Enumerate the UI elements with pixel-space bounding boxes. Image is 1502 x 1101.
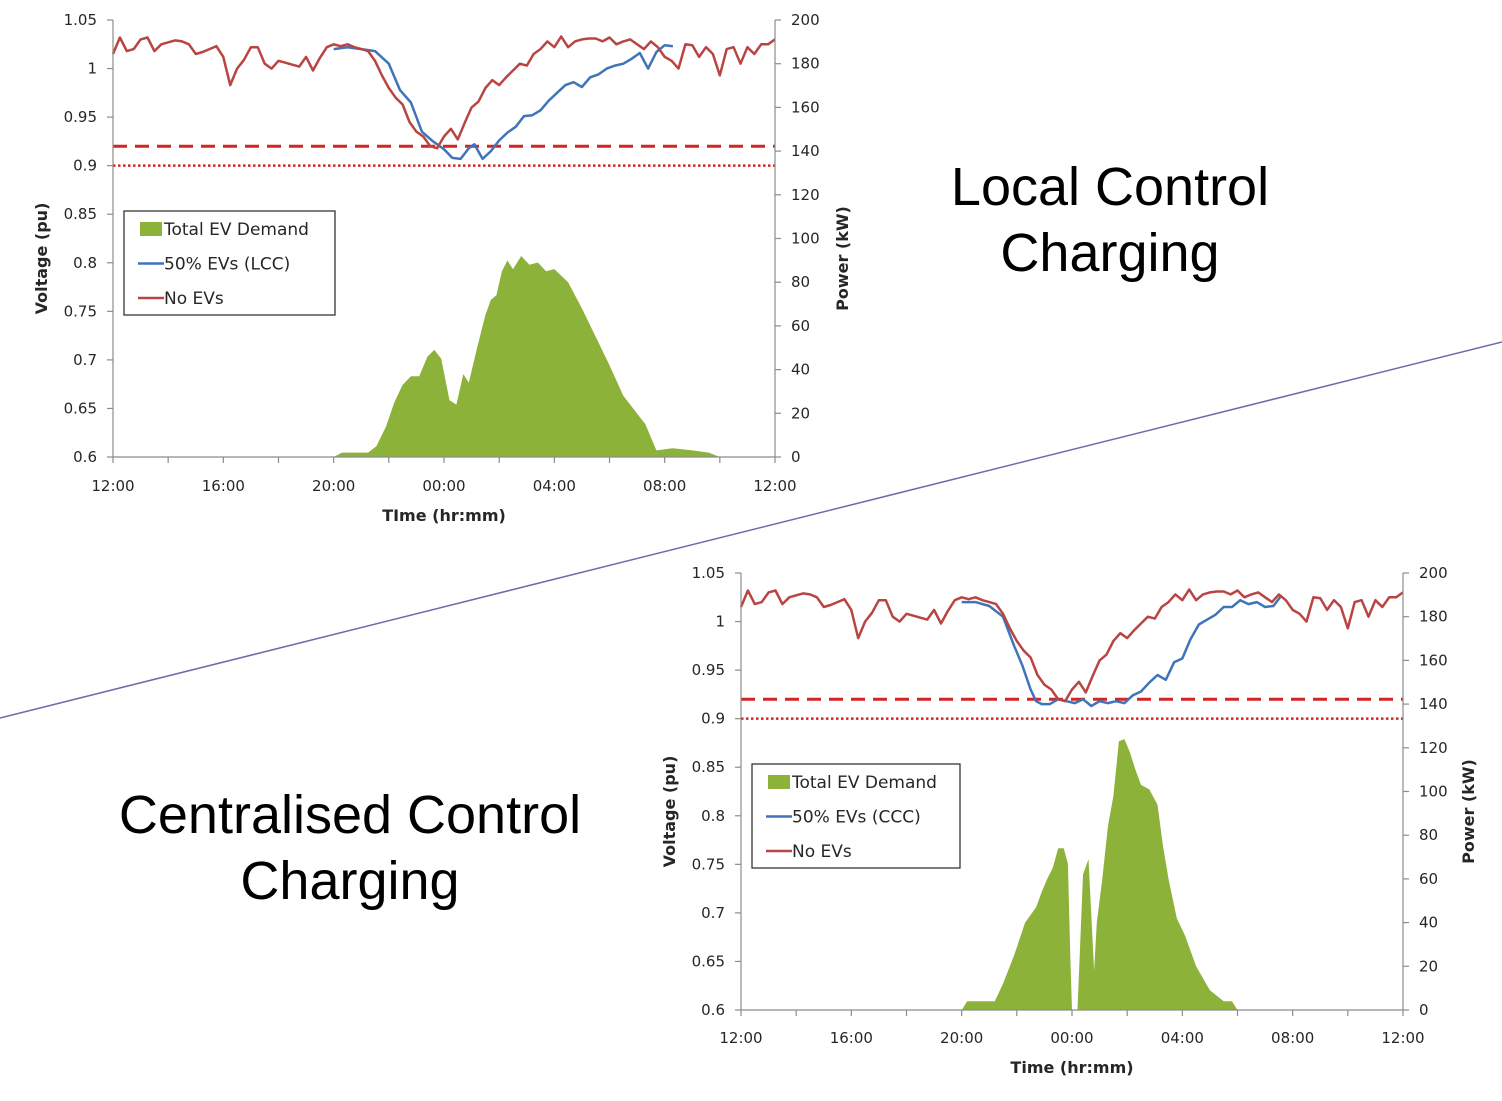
y-tick-label: 1 bbox=[87, 60, 97, 78]
local-control-label-line1: Local Control bbox=[950, 157, 1270, 217]
y2-tick-label: 80 bbox=[1419, 826, 1438, 844]
x-axis-title: TIme (hr:mm) bbox=[382, 506, 506, 525]
y2-tick-label: 20 bbox=[791, 404, 810, 422]
y-tick-label: 0.9 bbox=[73, 157, 97, 175]
y-tick-label: 0.7 bbox=[701, 904, 725, 922]
y-tick-label: 0.6 bbox=[701, 1001, 725, 1019]
y2-tick-label: 160 bbox=[791, 98, 820, 116]
y-tick-label: 0.6 bbox=[73, 448, 97, 466]
chart-centralised-control: 0.6 0.65 0.7 0.75 0.8 0.85 0.9 0.95 1 1.05 0 20 40 60… bbox=[660, 564, 1478, 1077]
x-tick-label: 12:00 bbox=[1381, 1029, 1424, 1047]
x-tick-label: 12:00 bbox=[91, 477, 134, 495]
legend-swatch-demand bbox=[140, 222, 162, 236]
y-tick-label: 0.75 bbox=[64, 302, 97, 320]
centralised-control-label: Centralised Control Charging bbox=[60, 782, 640, 914]
legend-label: No EVs bbox=[792, 842, 852, 862]
y2-tick-label: 140 bbox=[791, 142, 820, 160]
y2-tick-label: 100 bbox=[791, 230, 820, 248]
ev-voltage-line bbox=[961, 594, 1283, 708]
x-tick-label: 16:00 bbox=[202, 477, 245, 495]
y2-tick-label: 100 bbox=[1419, 783, 1448, 801]
legend-label: Total EV Demand bbox=[163, 220, 309, 240]
y-tick-label: 0.95 bbox=[64, 108, 97, 126]
ev-demand-area bbox=[113, 256, 720, 457]
ev-voltage-line bbox=[333, 43, 674, 161]
x-axis-title: Time (hr:mm) bbox=[1010, 1058, 1133, 1077]
x-tick-label: 20:00 bbox=[940, 1029, 983, 1047]
y2-tick-label: 60 bbox=[1419, 870, 1438, 888]
legend-label: No EVs bbox=[164, 289, 224, 309]
x-tick-label: 04:00 bbox=[1161, 1029, 1204, 1047]
y-tick-label: 0.95 bbox=[692, 661, 725, 679]
y-tick-label: 0.8 bbox=[701, 807, 725, 825]
legend: Total EV Demand 50% EVs (CCC) No EVs bbox=[751, 763, 961, 869]
y-tick-label: 0.65 bbox=[64, 399, 97, 417]
y2-tick-label: 40 bbox=[1419, 914, 1438, 932]
y2-tick-label: 120 bbox=[1419, 739, 1448, 757]
local-control-label: Local Control Charging bbox=[900, 154, 1320, 286]
x-tick-label: 16:00 bbox=[830, 1029, 873, 1047]
x-tick-label: 12:00 bbox=[753, 477, 796, 495]
y2-tick-label: 200 bbox=[1419, 564, 1448, 582]
y2-axis-title: Power (kW) bbox=[1459, 759, 1478, 864]
x-tick-label: 20:00 bbox=[312, 477, 355, 495]
chart-local-control: 0.6 0.65 0.7 0.75 0.8 0.85 0.9 0.95 1 1.05 0 20 40 60… bbox=[32, 11, 852, 525]
y-tick-label: 1.05 bbox=[692, 564, 725, 582]
y2-tick-label: 60 bbox=[791, 317, 810, 335]
y-tick-label: 0.85 bbox=[64, 205, 97, 223]
legend-label: 50% EVs (LCC) bbox=[164, 255, 290, 275]
y2-tick-label: 180 bbox=[791, 55, 820, 73]
y2-tick-label: 0 bbox=[1419, 1001, 1429, 1019]
local-control-label-line2: Charging bbox=[1000, 223, 1220, 283]
y-tick-label: 1 bbox=[715, 613, 725, 631]
y2-tick-label: 180 bbox=[1419, 608, 1448, 626]
legend: Total EV Demand 50% EVs (LCC) No EVs bbox=[123, 210, 336, 316]
x-tick-label: 08:00 bbox=[1271, 1029, 1314, 1047]
x-tick-label: 00:00 bbox=[1050, 1029, 1093, 1047]
diagonal-divider bbox=[0, 341, 1502, 719]
legend-label: Total EV Demand bbox=[791, 773, 937, 793]
y2-tick-label: 20 bbox=[1419, 957, 1438, 975]
y-tick-label: 0.8 bbox=[73, 254, 97, 272]
y2-tick-label: 140 bbox=[1419, 695, 1448, 713]
no-evs-line bbox=[111, 35, 776, 150]
y-tick-label: 0.85 bbox=[692, 758, 725, 776]
x-tick-label: 08:00 bbox=[643, 477, 686, 495]
y-tick-label: 1.05 bbox=[64, 11, 97, 29]
legend-label: 50% EVs (CCC) bbox=[792, 808, 921, 828]
y-tick-label: 0.7 bbox=[73, 351, 97, 369]
y2-tick-label: 40 bbox=[791, 361, 810, 379]
legend-swatch-demand bbox=[768, 775, 790, 789]
y2-tick-label: 160 bbox=[1419, 651, 1448, 669]
x-tick-label: 12:00 bbox=[719, 1029, 762, 1047]
y-tick-label: 0.9 bbox=[701, 710, 725, 728]
y2-tick-label: 80 bbox=[791, 273, 810, 291]
centralised-control-label-line1: Centralised Control bbox=[118, 785, 582, 845]
x-tick-label: 00:00 bbox=[422, 477, 465, 495]
y2-axis-title: Power (kW) bbox=[833, 206, 852, 311]
centralised-control-label-line2: Charging bbox=[240, 851, 460, 911]
no-evs-line bbox=[739, 588, 1404, 703]
y2-tick-label: 120 bbox=[791, 186, 820, 204]
y2-tick-label: 200 bbox=[791, 11, 820, 29]
y-tick-label: 0.65 bbox=[692, 952, 725, 970]
y-axis-title: Voltage (pu) bbox=[32, 203, 51, 315]
y-axis-title: Voltage (pu) bbox=[660, 756, 679, 868]
y2-tick-label: 0 bbox=[791, 448, 801, 466]
y-tick-label: 0.75 bbox=[692, 855, 725, 873]
x-tick-label: 04:00 bbox=[533, 477, 576, 495]
